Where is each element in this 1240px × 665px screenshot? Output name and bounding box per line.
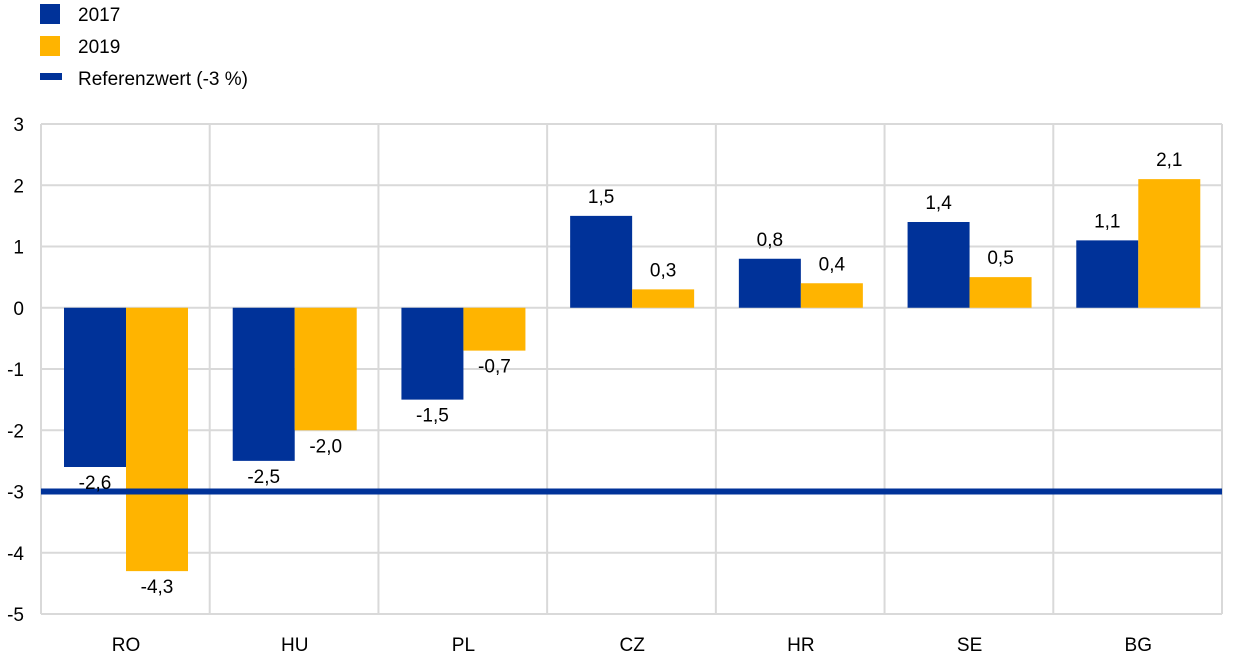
- bar-2017-BG: [1076, 240, 1139, 308]
- bar-2019-PL: [463, 307, 526, 351]
- legend-swatch-reference-line: [40, 73, 62, 80]
- data-label-2017-RO: -2,6: [79, 473, 112, 494]
- bar-2017-RO: [64, 307, 126, 467]
- y-tick-label: -5: [7, 605, 24, 626]
- y-tick-label: 0: [13, 299, 24, 320]
- bar-2019-HR: [800, 283, 863, 308]
- y-tick-label: -4: [7, 544, 24, 565]
- x-tick-label: HR: [787, 635, 814, 656]
- y-tick-label: -1: [7, 360, 24, 381]
- bar-2019-CZ: [632, 289, 695, 308]
- y-tick-label: 2: [13, 176, 24, 197]
- bar-2017-SE: [907, 222, 970, 308]
- legend-item-reference: Referenzwert (-3 %): [40, 69, 248, 90]
- data-label-2017-CZ: 1,5: [588, 187, 614, 208]
- bar-2017-HR: [738, 258, 801, 308]
- legend-swatch-2017: [40, 4, 60, 24]
- data-label-2019-RO: -4,3: [141, 577, 174, 598]
- data-label-2017-PL: -1,5: [416, 406, 449, 427]
- x-tick-label: CZ: [619, 635, 645, 656]
- legend-item-2017: 2017: [40, 4, 120, 26]
- x-tick-label: SE: [957, 635, 982, 656]
- x-axis: RO HU PL CZ HR SE BG: [112, 635, 1152, 656]
- data-label-2019-HU: -2,0: [309, 436, 342, 457]
- y-tick-label: 3: [13, 115, 24, 136]
- x-tick-label: PL: [452, 635, 475, 656]
- data-label-2017-HU: -2,5: [247, 467, 280, 488]
- data-label-2017-HR: 0,8: [757, 230, 783, 251]
- bar-2017-HU: [232, 307, 295, 461]
- y-tick-label: -2: [7, 421, 24, 442]
- legend-swatch-2019: [40, 36, 60, 56]
- data-label-2017-BG: 1,1: [1094, 211, 1120, 232]
- y-tick-label: -3: [7, 483, 24, 504]
- legend: 2017 2019 Referenzwert (-3 %): [40, 4, 248, 90]
- legend-label-2019: 2019: [78, 37, 120, 58]
- legend-label-2017: 2017: [78, 5, 120, 26]
- data-label-2019-PL: -0,7: [478, 357, 511, 378]
- bar-2019-BG: [1138, 179, 1201, 308]
- data-label-2019-CZ: 0,3: [650, 260, 676, 281]
- bar-2017-CZ: [570, 215, 633, 308]
- y-tick-label: 1: [13, 238, 24, 259]
- bar-2019-SE: [969, 277, 1032, 308]
- bar-2017-PL: [401, 307, 464, 400]
- gridlines: [40, 123, 1223, 615]
- y-axis: 3 2 1 0 -1 -2 -3 -4 -5: [7, 115, 24, 626]
- bar-2019-HU: [294, 307, 357, 431]
- bars: [64, 179, 1201, 572]
- data-labels: -2,6 -4,3 -2,5 -2,0 -1,5 -0,7 1,5 0,3 0,8 0,4 1,4 0…: [79, 150, 1183, 598]
- legend-item-2019: 2019: [40, 36, 120, 58]
- legend-label-reference: Referenzwert (-3 %): [78, 69, 248, 90]
- x-tick-label: BG: [1125, 635, 1152, 656]
- data-label-2019-SE: 0,5: [987, 248, 1013, 269]
- data-label-2017-SE: 1,4: [925, 193, 952, 214]
- bar-2019-RO: [126, 307, 188, 572]
- x-tick-label: HU: [281, 635, 308, 656]
- data-label-2019-HR: 0,4: [819, 254, 846, 275]
- data-label-2019-BG: 2,1: [1156, 150, 1182, 171]
- x-tick-label: RO: [112, 635, 141, 656]
